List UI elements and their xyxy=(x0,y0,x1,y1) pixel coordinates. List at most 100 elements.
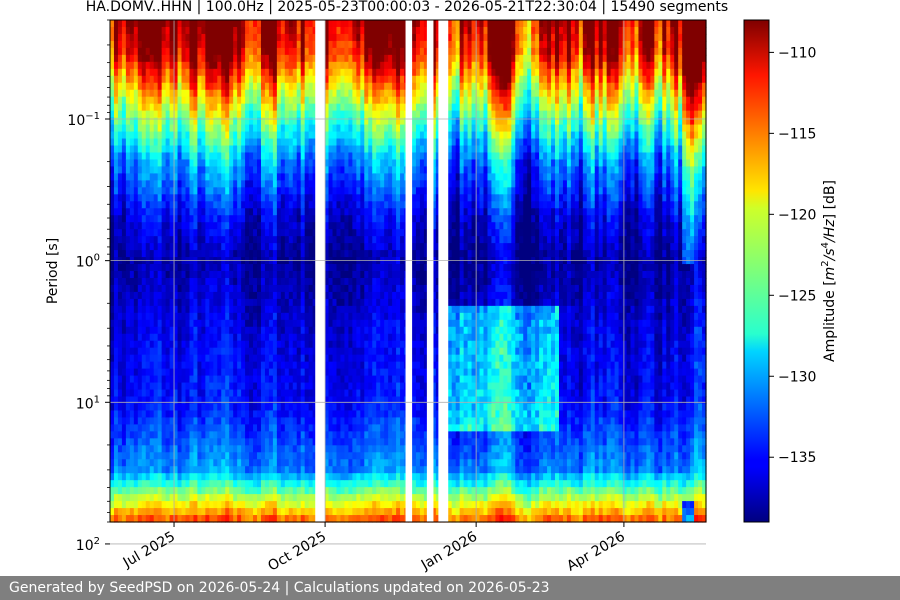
heatmap-cell xyxy=(201,208,206,216)
heatmap-cell xyxy=(253,117,258,126)
heatmap-cell xyxy=(264,40,270,49)
heatmap-cell xyxy=(356,145,361,154)
heatmap-cell xyxy=(149,236,155,244)
heatmap-cell xyxy=(157,347,163,356)
heatmap-cell xyxy=(368,333,373,342)
heatmap-cell xyxy=(193,26,199,35)
heatmap-cell xyxy=(181,284,187,293)
heatmap-cell xyxy=(245,54,250,63)
heatmap-cell xyxy=(169,480,175,488)
heatmap-cell xyxy=(153,68,159,77)
heatmap-cell xyxy=(264,284,270,293)
heatmap-cell xyxy=(113,396,119,405)
heatmap-cell xyxy=(113,354,119,363)
heatmap-cell xyxy=(181,340,187,349)
heatmap-cell xyxy=(253,480,258,488)
heatmap-cell xyxy=(201,361,206,370)
heatmap-cell xyxy=(384,215,389,223)
heatmap-cell xyxy=(193,40,199,49)
heatmap-cell xyxy=(173,110,179,119)
heatmap-cell xyxy=(110,68,115,77)
heatmap-cell xyxy=(125,131,131,140)
heatmap-cell xyxy=(284,333,290,342)
heatmap-cell xyxy=(193,222,199,230)
heatmap-cell xyxy=(241,82,246,91)
heatmap-cell xyxy=(117,250,123,258)
heatmap-cell xyxy=(213,326,218,335)
heatmap-cell xyxy=(193,173,199,181)
heatmap-cell xyxy=(125,103,131,112)
heatmap-cell xyxy=(117,326,123,335)
heatmap-cell xyxy=(217,54,222,63)
heatmap-cell xyxy=(260,33,266,42)
heatmap-cell xyxy=(149,54,155,63)
heatmap-cell xyxy=(336,152,342,161)
heatmap-cell xyxy=(284,131,290,140)
heatmap-cell xyxy=(245,452,250,460)
heatmap-cell xyxy=(312,47,318,56)
heatmap-cell xyxy=(280,291,286,300)
heatmap-cell xyxy=(193,103,199,112)
heatmap-cell xyxy=(129,438,135,446)
heatmap-cell xyxy=(233,243,238,251)
heatmap-cell xyxy=(312,33,318,42)
heatmap-cell xyxy=(209,487,214,495)
heatmap-cell xyxy=(157,271,163,279)
heatmap-cell xyxy=(113,340,119,349)
heatmap-cell xyxy=(177,229,183,237)
heatmap-cell xyxy=(253,508,258,516)
heatmap-cell xyxy=(260,166,266,174)
heatmap-cell xyxy=(332,33,338,42)
heatmap-cell xyxy=(117,333,123,342)
heatmap-cell xyxy=(201,494,206,502)
heatmap-cell xyxy=(312,229,318,237)
heatmap-cell xyxy=(121,466,127,474)
heatmap-cell xyxy=(117,110,123,119)
heatmap-cell xyxy=(233,236,238,244)
heatmap-cell xyxy=(241,208,246,216)
heatmap-cell xyxy=(292,410,298,419)
heatmap-cell xyxy=(145,215,151,223)
heatmap-cell xyxy=(264,368,270,377)
heatmap-cell xyxy=(137,54,143,63)
heatmap-cell xyxy=(288,229,294,237)
heatmap-cell xyxy=(217,333,222,342)
heatmap-cell xyxy=(201,138,206,147)
heatmap-cell xyxy=(352,145,357,154)
heatmap-cell xyxy=(165,47,171,56)
heatmap-cell xyxy=(161,368,167,377)
heatmap-cell xyxy=(272,208,278,216)
heatmap-cell xyxy=(149,166,155,174)
heatmap-cell xyxy=(193,75,199,84)
heatmap-cell xyxy=(145,396,151,405)
heatmap-cell xyxy=(149,312,155,321)
heatmap-cell xyxy=(209,82,214,91)
heatmap-cell xyxy=(229,354,234,363)
heatmap-cell xyxy=(197,89,202,98)
heatmap-cell xyxy=(129,236,135,244)
heatmap-cell xyxy=(229,291,234,300)
heatmap-cell xyxy=(237,487,242,495)
heatmap-cell xyxy=(217,298,222,307)
heatmap-cell xyxy=(241,194,246,202)
heatmap-cell xyxy=(288,487,294,495)
heatmap-cell xyxy=(145,319,151,328)
heatmap-cell xyxy=(336,305,342,314)
heatmap-cell xyxy=(129,354,135,363)
heatmap-cell xyxy=(137,298,143,307)
heatmap-cell xyxy=(237,243,242,251)
heatmap-cell xyxy=(372,410,377,419)
heatmap-cell xyxy=(117,424,123,432)
heatmap-cell xyxy=(133,82,139,91)
heatmap-cell xyxy=(332,424,338,432)
heatmap-cell xyxy=(348,382,353,391)
heatmap-cell xyxy=(344,271,349,279)
heatmap-cell xyxy=(276,319,282,328)
heatmap-cell xyxy=(372,131,377,140)
heatmap-cell xyxy=(380,222,385,230)
heatmap-cell xyxy=(360,54,365,63)
heatmap-cell xyxy=(229,117,234,126)
heatmap-cell xyxy=(352,20,357,28)
heatmap-cell xyxy=(344,222,349,230)
heatmap-cell xyxy=(284,75,290,84)
